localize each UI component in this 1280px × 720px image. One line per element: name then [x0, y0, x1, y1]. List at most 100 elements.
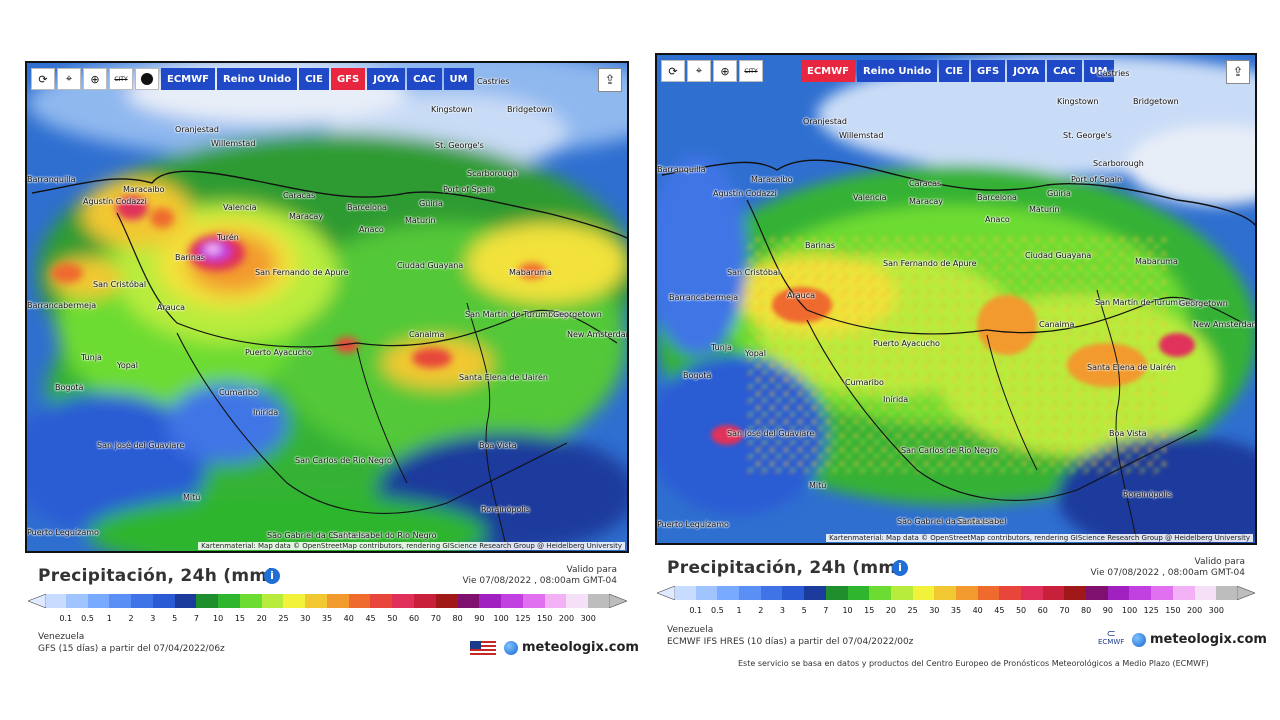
- city-label[interactable]: Tunja: [711, 343, 732, 352]
- city-label[interactable]: Ciudad Guayana: [397, 261, 464, 270]
- share-icon[interactable]: ⇪: [598, 68, 622, 92]
- city-label[interactable]: Port of Spain: [443, 185, 495, 194]
- city-label[interactable]: San Fernando de Apure: [883, 259, 977, 268]
- map-right[interactable]: ⟳ ⌖ ⊕ CITY ECMWF Reino Unido CIE GFS JOY…: [655, 53, 1257, 545]
- city-label[interactable]: Barrancabermeja: [27, 301, 97, 310]
- city-label[interactable]: Bridgetown: [507, 105, 553, 114]
- city-label[interactable]: Bogotá: [55, 383, 84, 392]
- city-label[interactable]: San José del Guaviare: [97, 441, 185, 450]
- city-label[interactable]: Caracas: [283, 191, 316, 200]
- city-label[interactable]: Barranquilla: [657, 165, 706, 174]
- city-label[interactable]: Agustín Codazzi: [713, 189, 777, 198]
- city-label[interactable]: Santa Elena de Uairén: [1087, 363, 1176, 372]
- map-left[interactable]: ⟳ ⌖ ⊕ CITY ECMWF Reino Unido CIE GFS JOY…: [25, 61, 629, 553]
- city-label[interactable]: Boa Vista: [479, 441, 517, 450]
- city-label[interactable]: Maturín: [405, 216, 436, 225]
- city-label[interactable]: Maracay: [289, 212, 324, 221]
- city-label[interactable]: Willemstad: [839, 131, 884, 140]
- city-label[interactable]: Maracaibo: [123, 185, 165, 194]
- city-label[interactable]: Santa Isabel: [957, 517, 1007, 526]
- city-label[interactable]: Mabaruma: [1135, 257, 1178, 266]
- city-label[interactable]: New Amsterdam: [1193, 320, 1257, 329]
- city-label[interactable]: San Carlos de Río Negro: [295, 456, 392, 465]
- model-tab-gfs[interactable]: GFS: [330, 68, 366, 90]
- city-label[interactable]: Castries: [1097, 69, 1130, 78]
- info-icon[interactable]: i: [264, 568, 280, 584]
- city-label[interactable]: San Fernando de Apure: [255, 268, 349, 277]
- city-label[interactable]: Turén: [217, 233, 239, 242]
- city-label[interactable]: Cumaribo: [845, 378, 884, 387]
- zoom-icon[interactable]: ⊕: [83, 68, 107, 90]
- model-tab-gfs[interactable]: GFS: [970, 60, 1006, 82]
- city-label[interactable]: Inírida: [883, 395, 909, 404]
- city-label[interactable]: Yopal: [745, 349, 766, 358]
- city-label[interactable]: St. George's: [1063, 131, 1112, 140]
- model-tab-cie[interactable]: CIE: [939, 60, 969, 82]
- refresh-icon[interactable]: ⟳: [31, 68, 55, 90]
- city-label[interactable]: Oranjestad: [175, 125, 219, 134]
- model-tab-reino-unido[interactable]: Reino Unido: [856, 60, 938, 82]
- city-label[interactable]: Anaco: [359, 225, 384, 234]
- city-label[interactable]: Tunja: [81, 353, 102, 362]
- city-label[interactable]: San Cristóbal: [93, 280, 147, 289]
- city-label[interactable]: Scarborough: [467, 169, 518, 178]
- city-label[interactable]: Boa Vista: [1109, 429, 1147, 438]
- city-label[interactable]: Arauca: [157, 303, 186, 312]
- model-tab-um[interactable]: UM: [443, 68, 474, 90]
- city-label[interactable]: Barinas: [805, 241, 836, 250]
- city-label[interactable]: Yopal: [117, 361, 138, 370]
- city-label[interactable]: Mabaruma: [509, 268, 552, 277]
- dot-icon[interactable]: [135, 68, 159, 90]
- city-label[interactable]: Arauca: [787, 291, 816, 300]
- city-label[interactable]: Agustín Codazzi: [83, 197, 147, 206]
- city-label[interactable]: Canaima: [409, 330, 445, 339]
- location-pin-icon[interactable]: ⌖: [57, 68, 81, 90]
- us-flag-icon[interactable]: [470, 641, 496, 656]
- city-label[interactable]: Güiria: [419, 199, 443, 208]
- city-label[interactable]: Barcelona: [347, 203, 387, 212]
- city-label[interactable]: Rorainópolis: [1123, 490, 1173, 499]
- city-label[interactable]: St. George's: [435, 141, 484, 150]
- city-label[interactable]: Georgetown: [553, 310, 602, 319]
- city-label[interactable]: Maracay: [909, 197, 944, 206]
- city-label[interactable]: Puerto Leguízamo: [657, 520, 729, 529]
- model-tab-cie[interactable]: CIE: [299, 68, 329, 90]
- city-label[interactable]: Bogotá: [683, 371, 712, 380]
- city-label[interactable]: Barinas: [175, 253, 206, 262]
- city-label[interactable]: Puerto Leguízamo: [27, 528, 99, 537]
- city-label[interactable]: Valencia: [853, 193, 887, 202]
- city-label[interactable]: San José del Guaviare: [727, 429, 815, 438]
- city-label[interactable]: Barranquilla: [27, 175, 76, 184]
- zoom-icon[interactable]: ⊕: [713, 60, 737, 82]
- city-label[interactable]: Castries: [477, 77, 510, 86]
- location-pin-icon[interactable]: ⌖: [687, 60, 711, 82]
- model-tab-um[interactable]: UM: [1083, 60, 1114, 82]
- city-label[interactable]: Caracas: [909, 179, 942, 188]
- city-label[interactable]: San Martín de Turumbang: [465, 310, 569, 319]
- city-label[interactable]: Ciudad Guayana: [1025, 251, 1092, 260]
- city-label[interactable]: San Carlos de Río Negro: [901, 446, 998, 455]
- refresh-icon[interactable]: ⟳: [661, 60, 685, 82]
- city-label[interactable]: Georgetown: [1179, 299, 1228, 308]
- city-label[interactable]: Kingstown: [1057, 97, 1099, 106]
- model-tab-joya[interactable]: JOYA: [1007, 60, 1046, 82]
- city-label[interactable]: Puerto Ayacucho: [245, 348, 312, 357]
- model-tab-joya[interactable]: JOYA: [367, 68, 406, 90]
- city-label[interactable]: Güiria: [1047, 189, 1071, 198]
- city-label[interactable]: San Martín de Turumbang: [1095, 298, 1199, 307]
- city-label[interactable]: Rorainópolis: [481, 505, 531, 514]
- city-label[interactable]: Willemstad: [211, 139, 256, 148]
- share-icon[interactable]: ⇪: [1226, 60, 1250, 84]
- city-label[interactable]: Puerto Ayacucho: [873, 339, 940, 348]
- info-icon[interactable]: i: [892, 560, 908, 576]
- model-tab-ecmwf[interactable]: ECMWF: [161, 68, 215, 90]
- city-label[interactable]: Port of Spain: [1071, 175, 1123, 184]
- city-label[interactable]: São Gabriel da Cachoeira: [897, 517, 999, 526]
- city-label[interactable]: Kingstown: [431, 105, 473, 114]
- city-label[interactable]: Scarborough: [1093, 159, 1144, 168]
- city-label[interactable]: Maracaibo: [751, 175, 793, 184]
- model-tab-reino-unido[interactable]: Reino Unido: [216, 68, 298, 90]
- city-labels-icon[interactable]: CITY: [109, 68, 133, 90]
- city-label[interactable]: Barcelona: [977, 193, 1017, 202]
- city-label[interactable]: Cumaribo: [219, 388, 258, 397]
